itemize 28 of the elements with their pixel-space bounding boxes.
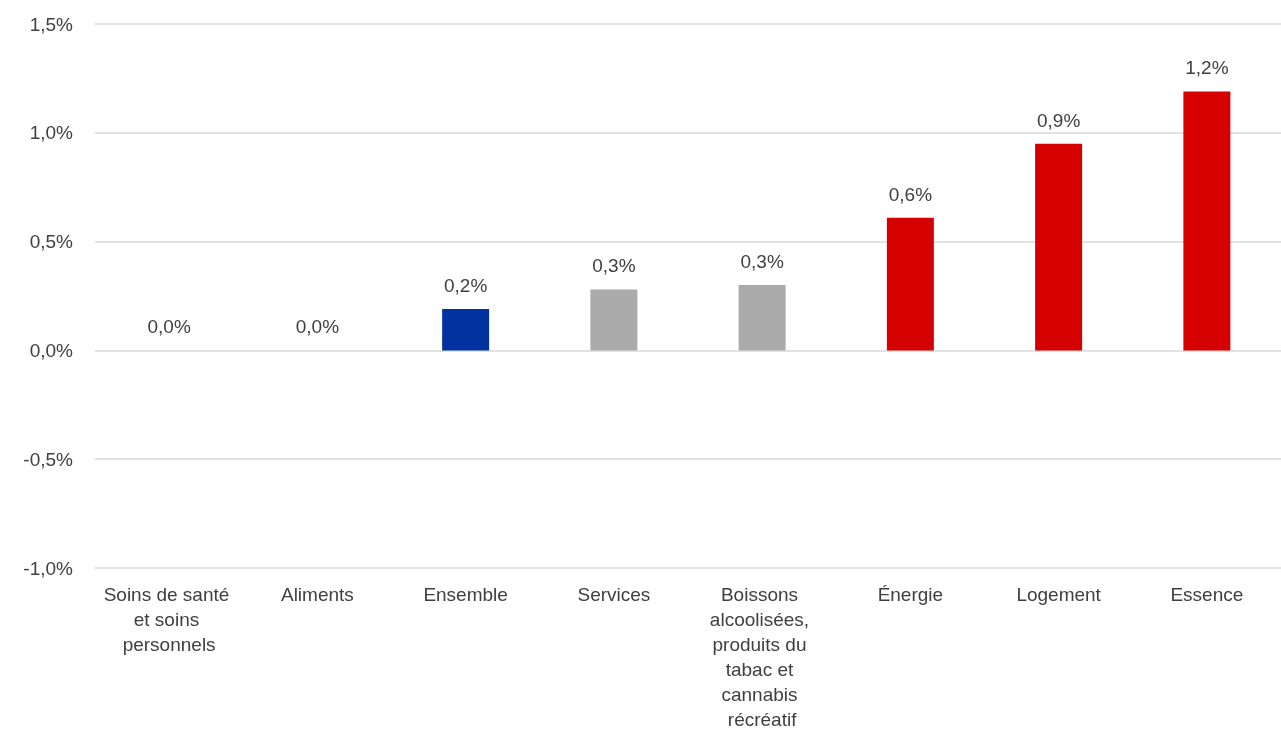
bar [590,289,638,351]
x-tick-label: Services [577,584,651,605]
y-tick-label: 0,0% [29,339,74,361]
data-label: 1,2% [1185,57,1229,79]
data-label: 0,9% [1036,109,1081,131]
data-label: 0,3% [740,251,784,273]
data-label: 0,2% [443,275,488,297]
bar [442,309,490,351]
y-tick-label: -0,5% [23,448,74,470]
x-tick-label: Logement [1016,584,1102,605]
x-tick-label: Énergie [877,584,944,605]
bar [738,285,786,351]
bar [886,217,934,351]
x-tick-label: Aliments [280,584,354,605]
bar [1035,143,1083,351]
x-tick-label: Boissons alcoolisées, produits du tabac et cannabis récréatif [709,584,815,730]
data-label: 0,0% [147,316,191,338]
x-tick-label: Ensemble [423,584,508,605]
data-label: 0,6% [888,183,933,205]
y-tick-label: 0,5% [29,231,74,253]
x-tick-label: Soins de santé et soins personnels [103,584,235,655]
x-tick-label: Essence [1170,584,1244,605]
y-tick-label: -1,0% [23,557,74,579]
bar [1183,91,1231,351]
y-tick-label: 1,0% [29,122,74,144]
data-label: 0,3% [592,255,636,277]
data-label: 0,0% [295,316,340,338]
y-tick-label: 1,5% [29,13,74,35]
